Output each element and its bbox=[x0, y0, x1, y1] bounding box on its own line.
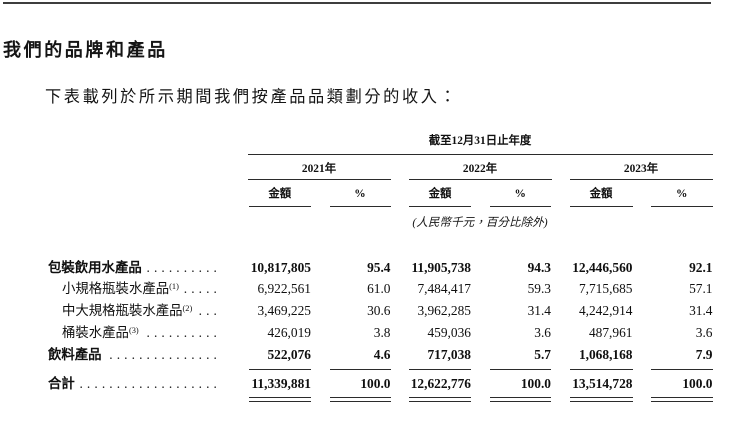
column-underline bbox=[409, 206, 471, 208]
percent-2023: 3.6 bbox=[695, 325, 713, 340]
percent-2021: 95.4 bbox=[367, 259, 391, 275]
column-underline bbox=[329, 206, 391, 208]
percent-2022: 100.0 bbox=[520, 376, 551, 391]
total-top-rule bbox=[329, 369, 391, 370]
amount-2021: 522,076 bbox=[267, 346, 311, 362]
section-heading: 我們的品牌和產品 bbox=[3, 40, 168, 60]
percent-2023: 100.0 bbox=[682, 376, 713, 391]
percent-2023: 92.1 bbox=[689, 259, 713, 275]
currency-unit-note: (人民幣千元，百分比除外) bbox=[412, 216, 548, 229]
total-double-rule bbox=[409, 396, 471, 398]
amount-2021: 3,469,225 bbox=[257, 303, 311, 319]
percent-2022: 5.7 bbox=[534, 346, 551, 362]
column-header-amount-2022: 金額 bbox=[428, 188, 452, 200]
table-row-beverage: 飲料產品 522,076 4.6 717,038 5.7 1,068,168 7… bbox=[48, 347, 713, 363]
year-header-2021: 2021年 bbox=[301, 162, 337, 175]
amount-2023: 12,446,560 bbox=[572, 259, 633, 275]
table-row-medium-large-bottle: 中大規格瓶裝水產品(2) 3,469,225 30.6 3,962,285 31… bbox=[48, 303, 713, 319]
dot-leader bbox=[145, 260, 221, 276]
table-row-total: 合計 11,339,881 100.0 12,622,776 100.0 13,… bbox=[48, 376, 713, 392]
dot-leader bbox=[182, 281, 221, 297]
column-underline bbox=[569, 206, 633, 208]
year-underline-2023 bbox=[569, 179, 713, 181]
dot-leader bbox=[195, 303, 221, 319]
amount-2021: 426,019 bbox=[267, 325, 311, 340]
spanner-underline bbox=[248, 153, 713, 155]
dot-leader bbox=[78, 376, 221, 392]
row-label: 小規格瓶裝水產品 bbox=[62, 281, 170, 297]
column-header-percent-2023: % bbox=[676, 188, 688, 200]
column-underline bbox=[489, 206, 551, 208]
percent-2022: 31.4 bbox=[527, 303, 551, 319]
percent-2022: 94.3 bbox=[527, 259, 551, 275]
amount-2022: 7,484,417 bbox=[417, 281, 471, 297]
total-top-rule bbox=[489, 369, 551, 370]
column-header-percent-2022: % bbox=[514, 188, 526, 200]
amount-2021: 10,817,805 bbox=[250, 259, 311, 275]
table-row-barreled-water: 桶裝水產品(3) 426,019 3.8 459,036 3.6 487,961… bbox=[48, 325, 713, 341]
column-header-amount-2023: 金額 bbox=[589, 188, 613, 200]
table-row-packaged-water: 包裝飲用水產品 10,817,805 95.4 11,905,738 94.3 … bbox=[48, 260, 713, 276]
row-label: 合計 bbox=[48, 376, 75, 391]
intro-paragraph: 下表載列於所示期間我們按產品品類劃分的收入： bbox=[45, 88, 459, 106]
percent-2023: 31.4 bbox=[689, 303, 713, 319]
table-row-small-bottle: 小規格瓶裝水產品(1) 6,922,561 61.0 7,484,417 59.… bbox=[48, 281, 713, 297]
year-underline-2021 bbox=[247, 179, 391, 181]
amount-2022: 11,905,738 bbox=[411, 259, 471, 275]
total-top-rule bbox=[248, 369, 311, 370]
row-label: 飲料產品 bbox=[48, 346, 102, 362]
dot-leader bbox=[105, 347, 221, 363]
year-underline-2022 bbox=[408, 179, 552, 181]
total-double-rule bbox=[409, 401, 471, 403]
row-label: 包裝飲用水產品 bbox=[48, 259, 142, 275]
amount-2022: 12,622,776 bbox=[410, 376, 471, 391]
total-top-rule bbox=[409, 369, 471, 370]
total-double-rule bbox=[248, 401, 311, 403]
total-double-rule bbox=[651, 396, 713, 398]
total-double-rule bbox=[248, 396, 311, 398]
amount-2023: 1,068,168 bbox=[578, 346, 633, 362]
total-top-rule bbox=[651, 369, 713, 370]
percent-2021: 61.0 bbox=[367, 281, 391, 297]
total-double-rule bbox=[569, 396, 633, 398]
year-header-2023: 2023年 bbox=[623, 162, 659, 175]
dot-leader bbox=[142, 325, 221, 341]
year-header-2022: 2022年 bbox=[462, 162, 498, 175]
percent-2022: 59.3 bbox=[527, 281, 551, 297]
amount-2021: 6,922,561 bbox=[257, 281, 311, 297]
total-double-rule bbox=[329, 396, 391, 398]
amount-2022: 717,038 bbox=[427, 346, 471, 362]
column-header-percent-2021: % bbox=[354, 188, 366, 200]
total-double-rule bbox=[569, 401, 633, 403]
row-label: 中大規格瓶裝水產品 bbox=[62, 303, 183, 319]
percent-2023: 57.1 bbox=[689, 281, 713, 297]
column-underline bbox=[248, 206, 311, 208]
table-period-spanner: 截至12月31日止年度 bbox=[428, 134, 532, 147]
total-double-rule bbox=[651, 401, 713, 403]
column-header-amount-2021: 金額 bbox=[268, 188, 292, 200]
total-double-rule bbox=[489, 401, 551, 403]
percent-2021: 30.6 bbox=[367, 303, 391, 319]
percent-2021: 3.8 bbox=[373, 325, 391, 340]
column-underline bbox=[651, 206, 713, 208]
amount-2021: 11,339,881 bbox=[251, 376, 311, 391]
amount-2023: 13,514,728 bbox=[572, 376, 633, 391]
amount-2023: 4,242,914 bbox=[578, 303, 633, 319]
page-top-rule bbox=[3, 2, 711, 4]
total-double-rule bbox=[329, 401, 391, 403]
percent-2022: 3.6 bbox=[534, 325, 551, 340]
percent-2021: 4.6 bbox=[373, 346, 391, 362]
amount-2022: 459,036 bbox=[427, 325, 471, 340]
total-double-rule bbox=[489, 396, 551, 398]
row-label: 桶裝水產品 bbox=[62, 325, 129, 340]
amount-2023: 7,715,685 bbox=[578, 281, 633, 297]
total-top-rule bbox=[569, 369, 633, 370]
amount-2022: 3,962,285 bbox=[417, 303, 471, 319]
percent-2021: 100.0 bbox=[360, 376, 391, 391]
percent-2023: 7.9 bbox=[695, 346, 713, 362]
amount-2023: 487,961 bbox=[588, 325, 633, 340]
